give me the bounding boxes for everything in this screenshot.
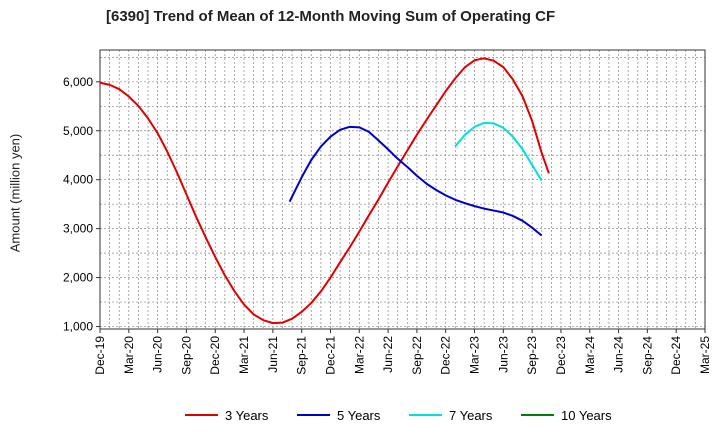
x-tick-label: Jun-23 (496, 336, 510, 373)
x-tick-label: Mar-23 (468, 336, 482, 374)
x-tick-label: Mar-25 (698, 336, 712, 374)
chart-title: [6390] Trend of Mean of 12-Month Moving … (106, 8, 556, 25)
x-tick-label: Dec-20 (208, 336, 222, 375)
x-tick-label: Sep-24 (640, 336, 654, 375)
legend-label: 10 Years (561, 408, 612, 423)
x-tick-label: Dec-21 (323, 336, 337, 375)
y-tick-label: 3,000 (63, 222, 93, 236)
x-tick-label: Mar-21 (237, 336, 251, 374)
x-tick-label: Mar-24 (583, 336, 597, 374)
legend-label: 5 Years (337, 408, 381, 423)
x-tick-label: Mar-20 (122, 336, 136, 374)
plot-area (99, 49, 706, 330)
x-tick-label: Sep-23 (525, 336, 539, 375)
y-tick-label: 2,000 (63, 271, 93, 285)
y-tick-label: 1,000 (63, 320, 93, 334)
legend: 3 Years 5 Years 7 Years 10 Years (185, 408, 612, 423)
legend-label: 3 Years (225, 408, 269, 423)
series-line-3-years (99, 57, 550, 325)
x-tick-label: Jun-21 (266, 336, 280, 373)
x-tick-label: Dec-22 (439, 336, 453, 375)
x-tick-label: Jun-22 (381, 336, 395, 373)
x-tick-label: Dec-19 (93, 336, 107, 375)
x-tick-label: Sep-20 (179, 336, 193, 375)
x-axis-ticks: Dec-19 Mar-20 Jun-20 Sep-20 Dec-20 Mar-21 Jun-… (93, 329, 712, 375)
y-tick-label: 6,000 (63, 75, 93, 89)
x-tick-label: Jun-24 (612, 336, 626, 373)
legend-label: 7 Years (449, 408, 493, 423)
grid-layer (100, 50, 705, 329)
x-tick-label: Sep-22 (410, 336, 424, 375)
series-line-7-years (454, 121, 543, 182)
y-tick-label: 5,000 (63, 124, 93, 138)
y-axis-ticks: 1,000 2,000 3,000 4,000 5,000 6,000 (63, 75, 100, 334)
x-tick-label: Jun-20 (151, 336, 165, 373)
series-layer (99, 57, 550, 325)
series-line-5-years (288, 125, 543, 237)
x-tick-label: Mar-22 (352, 336, 366, 374)
x-tick-label: Sep-21 (295, 336, 309, 375)
y-tick-label: 4,000 (63, 173, 93, 187)
x-tick-label: Dec-23 (554, 336, 568, 375)
x-tick-label: Dec-24 (669, 336, 683, 375)
